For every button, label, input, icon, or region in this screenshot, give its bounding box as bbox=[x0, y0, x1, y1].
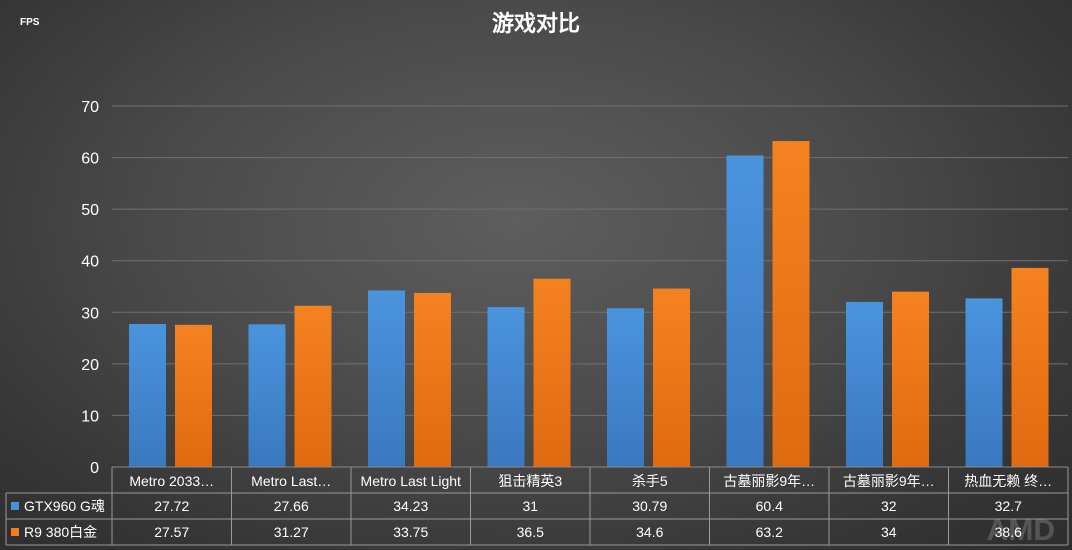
data-label: 33.75 bbox=[393, 524, 428, 540]
bar-series0-cat5 bbox=[726, 155, 764, 467]
bar-series1-cat0 bbox=[175, 324, 212, 467]
data-label: 63.2 bbox=[756, 524, 783, 540]
x-category-label: 杀手5 bbox=[632, 473, 668, 489]
bar-series0-cat7 bbox=[965, 298, 1003, 467]
data-label: 27.72 bbox=[154, 498, 189, 514]
x-category-label: Metro Last… bbox=[251, 473, 331, 489]
data-label: 34 bbox=[881, 524, 897, 540]
y-tick-label: 40 bbox=[81, 254, 99, 271]
data-label: 36.5 bbox=[517, 524, 544, 540]
chart-title: 游戏对比 bbox=[492, 11, 580, 37]
data-label: 34.23 bbox=[393, 498, 428, 514]
data-label: 32.7 bbox=[995, 498, 1022, 514]
y-tick-label: 20 bbox=[81, 357, 99, 374]
data-label: 27.66 bbox=[274, 498, 309, 514]
y-tick-label: 70 bbox=[81, 99, 99, 116]
bar-series0-cat0 bbox=[129, 324, 166, 467]
bar-series1-cat1 bbox=[294, 305, 332, 467]
x-category-label: 古墓丽影9年… bbox=[723, 473, 815, 489]
bar-series1-cat3 bbox=[533, 278, 571, 467]
legend-series-name: GTX960 G魂 bbox=[24, 498, 105, 514]
legend-key-series1 bbox=[11, 528, 19, 536]
bar-series1-cat5 bbox=[772, 141, 810, 467]
watermark-logo: AMD bbox=[987, 514, 1055, 547]
y-tick-label: 60 bbox=[81, 151, 99, 168]
data-label: 34.6 bbox=[636, 524, 663, 540]
x-category-label: 狙击精英3 bbox=[498, 473, 562, 489]
x-category-label: Metro 2033… bbox=[129, 473, 214, 489]
legend-key-series0 bbox=[11, 502, 19, 510]
data-label: 31.27 bbox=[274, 524, 309, 540]
y-tick-label: 50 bbox=[81, 202, 99, 219]
bar-series0-cat4 bbox=[607, 308, 644, 467]
data-table: Metro 2033… Metro Last… Metro Last Light 狙击… bbox=[5, 466, 1069, 546]
bar-series1-cat6 bbox=[892, 291, 929, 467]
data-label: 60.4 bbox=[756, 498, 783, 514]
bar-series0-cat3 bbox=[487, 307, 525, 467]
data-label: 31 bbox=[522, 498, 538, 514]
bar-series1-cat2 bbox=[414, 292, 451, 467]
bar-series0-cat1 bbox=[248, 324, 286, 467]
y-tick-label: 10 bbox=[81, 408, 99, 425]
bar-series0-cat6 bbox=[846, 301, 883, 467]
y-tick-label: 30 bbox=[81, 305, 99, 322]
x-category-label: 古墓丽影9年… bbox=[843, 473, 935, 489]
y-axis-unit-label: FPS bbox=[20, 17, 40, 28]
data-label: 27.57 bbox=[154, 524, 189, 540]
legend-series-name: R9 380白金 bbox=[24, 524, 97, 540]
bar-series1-cat7 bbox=[1011, 267, 1049, 467]
x-category-label: Metro Last Light bbox=[361, 473, 461, 489]
bars bbox=[129, 141, 1049, 467]
x-category-label: 热血无赖 终… bbox=[964, 473, 1052, 489]
data-label: 38.6 bbox=[995, 524, 1022, 540]
bar-series0-cat2 bbox=[368, 290, 405, 467]
bar-series1-cat4 bbox=[653, 288, 690, 467]
y-tick-label: 0 bbox=[90, 460, 99, 477]
data-label: 30.79 bbox=[632, 498, 667, 514]
data-label: 32 bbox=[881, 498, 897, 514]
